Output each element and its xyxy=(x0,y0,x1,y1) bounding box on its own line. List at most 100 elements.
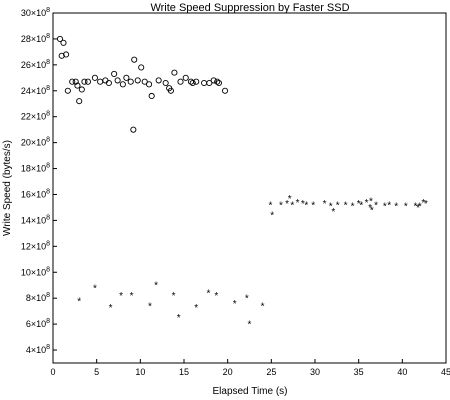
data-point-circle xyxy=(102,77,109,84)
y-tick-exponent: 8 xyxy=(46,163,50,170)
data-point-star: * xyxy=(331,207,335,218)
data-point-star: * xyxy=(130,291,134,302)
data-point-star: * xyxy=(269,200,273,211)
y-tick-label: 4×108 xyxy=(26,344,50,355)
y-tick-exponent: 8 xyxy=(46,59,50,66)
data-point-circle xyxy=(119,81,126,88)
y-tick-exponent: 8 xyxy=(46,292,50,299)
data-point-star: * xyxy=(374,200,378,211)
data-point-star: * xyxy=(93,283,97,294)
x-tick-label: 45 xyxy=(441,367,450,377)
data-point-star: * xyxy=(368,203,372,214)
data-point-star: * xyxy=(351,202,355,213)
y-axis-label: Write Speed (bytes/s) xyxy=(2,140,13,236)
data-point-star: * xyxy=(413,202,417,213)
data-point-star: * xyxy=(290,200,294,211)
data-point-circle xyxy=(130,126,137,133)
data-point-star: * xyxy=(77,296,81,307)
y-tick-mantissa: 20×10 xyxy=(21,138,46,148)
data-point-circle xyxy=(74,82,81,89)
y-tick-mantissa: 8×10 xyxy=(26,293,46,303)
data-point-circle xyxy=(127,78,134,85)
y-tick-mantissa: 22×10 xyxy=(21,112,46,122)
x-tick-label: 5 xyxy=(94,367,99,377)
x-tick-label: 15 xyxy=(179,367,189,377)
data-point-star: * xyxy=(270,211,274,222)
data-point-circle xyxy=(206,79,213,87)
y-tick-mantissa: 6×10 xyxy=(26,319,46,329)
data-point-circle xyxy=(134,77,141,84)
y-tick-mantissa: 10×10 xyxy=(21,267,46,277)
data-point-star: * xyxy=(404,202,408,213)
data-point-star: * xyxy=(304,200,308,211)
data-point-circle xyxy=(69,78,76,85)
data-point-circle xyxy=(123,74,130,81)
data-point-circle xyxy=(81,78,88,85)
data-point-circle xyxy=(189,79,196,87)
data-point-circle xyxy=(162,79,169,87)
data-point-star: * xyxy=(394,202,398,213)
x-tick-label: 35 xyxy=(354,367,364,377)
data-point-star: * xyxy=(421,198,425,209)
data-point-circle xyxy=(214,78,221,85)
data-point-circle xyxy=(58,52,65,59)
y-tick-mantissa: 18×10 xyxy=(21,164,46,174)
y-tick-mantissa: 30×10 xyxy=(21,8,46,18)
data-point-star: * xyxy=(172,291,176,302)
data-point-circle xyxy=(84,78,91,85)
data-point-circle xyxy=(63,51,70,58)
chart-title: Write Speed Suppression by Faster SSD xyxy=(150,2,349,14)
data-point-circle xyxy=(201,79,208,87)
data-point-circle xyxy=(111,70,118,77)
data-point-star: * xyxy=(329,202,333,213)
y-tick-exponent: 8 xyxy=(46,240,50,247)
data-point-circle xyxy=(193,78,200,85)
x-tick-label: 40 xyxy=(397,367,407,377)
y-tick-exponent: 8 xyxy=(46,85,50,92)
data-point-star: * xyxy=(148,301,152,312)
y-tick-mantissa: 4×10 xyxy=(26,345,46,355)
data-point-star: * xyxy=(418,202,422,213)
y-tick-label: 6×108 xyxy=(26,318,50,329)
data-point-star: * xyxy=(119,291,123,302)
data-point-circle xyxy=(221,87,229,94)
data-point-star: * xyxy=(233,299,237,310)
data-point-star: * xyxy=(323,199,327,210)
data-point-star: * xyxy=(357,199,361,210)
y-tick-label: 20×108 xyxy=(21,137,50,148)
data-points: **** ******* ** ****** *** * * * * * *** * * ** * ** * * *… xyxy=(56,35,428,331)
y-tick-label: 10×108 xyxy=(21,266,50,277)
plot-area-frame xyxy=(52,12,447,364)
data-point-circle xyxy=(105,79,112,87)
data-point-star: * xyxy=(279,200,283,211)
data-point-circle xyxy=(171,69,178,76)
data-point-circle xyxy=(177,78,184,85)
y-tick-label: 14×108 xyxy=(21,214,50,225)
data-point-star: * xyxy=(248,320,252,331)
y-tick-exponent: 8 xyxy=(46,111,50,118)
data-point-circle xyxy=(60,39,67,46)
y-tick-label: 12×108 xyxy=(21,240,50,251)
data-point-star: * xyxy=(370,206,374,217)
data-point-circle xyxy=(64,87,71,94)
y-tick-exponent: 8 xyxy=(46,318,50,325)
data-point-circle xyxy=(167,87,174,94)
x-tick-label: 20 xyxy=(223,367,233,377)
y-tick-exponent: 8 xyxy=(46,214,50,221)
y-tick-exponent: 8 xyxy=(46,137,50,144)
data-point-star: * xyxy=(301,199,305,210)
y-tick-exponent: 8 xyxy=(46,7,50,14)
data-point-star: * xyxy=(214,291,218,302)
data-point-star: * xyxy=(359,200,363,211)
data-point-circle xyxy=(114,77,121,84)
x-tick-label: 0 xyxy=(50,367,55,377)
data-point-star: * xyxy=(311,200,315,211)
x-axis-label: Elapsed Time (s) xyxy=(212,386,287,397)
data-point-star: * xyxy=(369,196,373,207)
data-point-star: * xyxy=(109,303,113,314)
data-point-star: * xyxy=(336,200,340,211)
y-tick-label: 16×108 xyxy=(21,188,50,199)
data-point-circle xyxy=(131,56,138,63)
y-tick-mantissa: 24×10 xyxy=(21,86,46,96)
